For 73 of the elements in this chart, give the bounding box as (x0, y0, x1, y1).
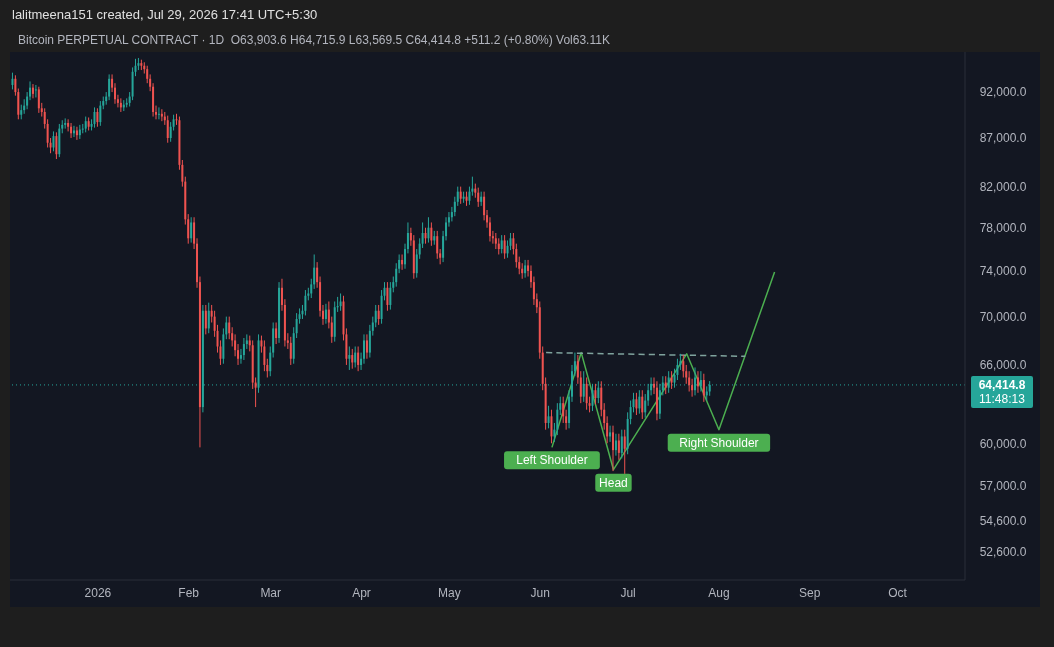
candlestick (351, 348, 354, 370)
x-tick-label: Jun (530, 585, 550, 600)
candlestick (524, 259, 527, 279)
candlestick (635, 392, 638, 416)
candlestick (207, 302, 210, 334)
candlestick (594, 383, 597, 405)
candlestick (72, 125, 75, 138)
candlestick (108, 73, 111, 101)
candlestick (702, 373, 705, 403)
candlestick (609, 425, 612, 443)
candlestick (547, 405, 550, 429)
candlestick (37, 86, 40, 114)
candlestick (354, 345, 357, 368)
text: 11:48:13 (979, 391, 1026, 406)
annotation: Left Shoulder (516, 453, 588, 468)
candlestick (641, 389, 644, 420)
candlestick (395, 262, 398, 288)
candlestick (166, 115, 169, 144)
candlestick (617, 433, 620, 461)
y-tick-label: 87,000.0 (979, 131, 1027, 146)
candlestick (582, 370, 585, 403)
x-tick-label: 2026 (84, 585, 112, 600)
candlestick (503, 234, 506, 260)
candlestick (242, 337, 245, 361)
candlestick (275, 322, 278, 345)
candlestick (436, 230, 439, 260)
y-tick-label: 54,600.0 (979, 513, 1027, 528)
x-tick-label: Mar (260, 585, 282, 600)
candlestick (638, 389, 641, 415)
candlestick (682, 354, 685, 378)
y-tick-label: 66,000.0 (979, 358, 1027, 373)
candlestick (55, 131, 58, 160)
candlestick (324, 303, 327, 325)
candlestick (160, 108, 163, 122)
candlestick (550, 409, 553, 444)
x-tick-label: May (438, 585, 461, 600)
x-tick-label: Feb (178, 585, 200, 600)
candlestick (389, 281, 392, 311)
y-tick-label: 78,000.0 (979, 220, 1027, 235)
chart-title: lalitmeena151 created, Jul 29, 2026 17:41 UTC+5:30 (12, 7, 318, 22)
candlestick (374, 304, 377, 328)
y-tick-label: 70,000.0 (979, 309, 1027, 324)
y-tick-label: 82,000.0 (979, 179, 1027, 194)
annotation: Head (599, 475, 628, 490)
x-tick-label: Aug (708, 585, 730, 600)
candlestick (99, 100, 102, 127)
candlestick (289, 336, 292, 366)
x-tick-label: Apr (352, 585, 371, 600)
x-tick-label: Jul (620, 585, 636, 600)
annotation: Right Shoulder (679, 435, 759, 450)
candlestick (263, 339, 266, 372)
candlestick (70, 122, 73, 139)
ref-line-label: 64,414.8 (978, 377, 1026, 392)
candlestick (190, 216, 193, 244)
x-tick-label: Sep (799, 585, 821, 600)
candlestick (31, 83, 34, 99)
y-tick-label: 60,000.0 (979, 436, 1027, 451)
candlestick (228, 316, 231, 340)
candlestick (644, 393, 647, 419)
candlestick (386, 281, 389, 312)
candlestick (64, 117, 67, 130)
x-tick-label: Oct (888, 585, 908, 600)
candlestick (96, 107, 99, 128)
candlestick (585, 376, 588, 411)
y-tick-label: 57,000.0 (979, 478, 1027, 493)
y-tick-label: 74,000.0 (979, 264, 1027, 279)
candlestick (75, 126, 78, 141)
chart-subtitle: Bitcoin PERPETUAL CONTRACT · 1D O63,903.6 H64,715.9 L63,569.5 C64,414.8 +511.2 (+0.80%) Vol63.11K (18, 33, 610, 47)
candlestick (204, 304, 207, 335)
candlestick (357, 345, 360, 372)
y-tick-label: 92,000.0 (979, 85, 1027, 100)
y-tick-label: 52,600.0 (979, 544, 1027, 559)
candlestick (612, 425, 614, 472)
